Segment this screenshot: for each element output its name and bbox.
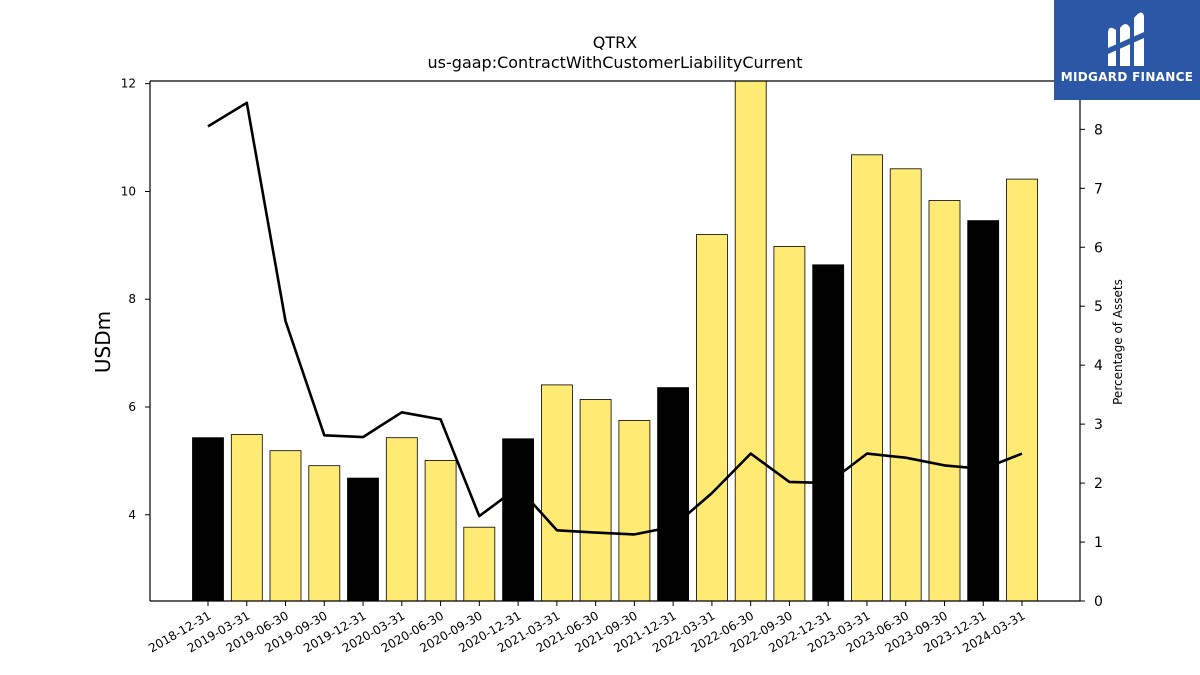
bars-group — [192, 81, 1038, 601]
bar-2019-06-30 — [269, 450, 302, 601]
bar-2019-09-30 — [308, 465, 341, 601]
bar-2020-12-31 — [502, 438, 535, 601]
y-right-tick-label-6: 6 — [1094, 240, 1103, 256]
bar-2022-12-31 — [812, 264, 845, 601]
bar-2023-03-31 — [851, 154, 883, 601]
chart-title: QTRX — [593, 33, 637, 52]
bar-2024-03-31 — [1006, 178, 1038, 601]
bar-2020-03-31 — [385, 437, 418, 601]
chart-subtitle: us-gaap:ContractWithCustomerLiabilityCur… — [428, 53, 803, 72]
y-axis-label: USDm — [91, 311, 115, 373]
bar-2022-03-31 — [696, 234, 728, 601]
y-right-tick-label-4: 4 — [1094, 358, 1103, 374]
bar-2018-12-31 — [192, 437, 224, 601]
midgard-logo-icon — [1108, 12, 1144, 67]
brand-logo: MIDGARD FINANCE — [1054, 0, 1200, 100]
series-line-percentage — [207, 101, 1023, 536]
y-tick-label-12: 12 — [121, 77, 136, 91]
bar-2023-12-31 — [967, 220, 1000, 601]
bar-2022-09-30 — [773, 245, 806, 601]
y-axis-right-label: Percentage of Assets — [1111, 279, 1125, 405]
bar-2022-06-30 — [734, 81, 767, 601]
y-tick-label-6: 6 — [128, 400, 136, 414]
y-right-tick-label-5: 5 — [1094, 299, 1103, 315]
bar-2023-06-30 — [889, 168, 922, 601]
bar-2019-12-31 — [347, 477, 379, 601]
bar-2021-03-31 — [541, 384, 573, 601]
y-right-tick-label-0: 0 — [1094, 594, 1103, 610]
line-group — [207, 101, 1023, 536]
bar-2021-09-30 — [618, 420, 651, 601]
y-tick-label-4: 4 — [128, 508, 136, 522]
y-right-tick-label-1: 1 — [1094, 535, 1103, 551]
y-right-tick-label-7: 7 — [1094, 181, 1103, 197]
y-right-tick-label-3: 3 — [1094, 417, 1103, 433]
brand-logo-text: MIDGARD FINANCE — [1060, 70, 1194, 84]
bar-2019-03-31 — [230, 434, 263, 601]
y-right-tick-label-8: 8 — [1094, 122, 1103, 138]
y-tick-label-8: 8 — [128, 292, 136, 306]
bar-2020-06-30 — [424, 459, 457, 601]
bar-2020-09-30 — [463, 526, 496, 601]
y-tick-label-10: 10 — [121, 184, 136, 198]
bar-2023-09-30 — [928, 200, 961, 601]
bar-2021-12-31 — [657, 387, 689, 601]
bar-2021-06-30 — [579, 399, 612, 601]
y-right-tick-label-2: 2 — [1094, 476, 1103, 492]
